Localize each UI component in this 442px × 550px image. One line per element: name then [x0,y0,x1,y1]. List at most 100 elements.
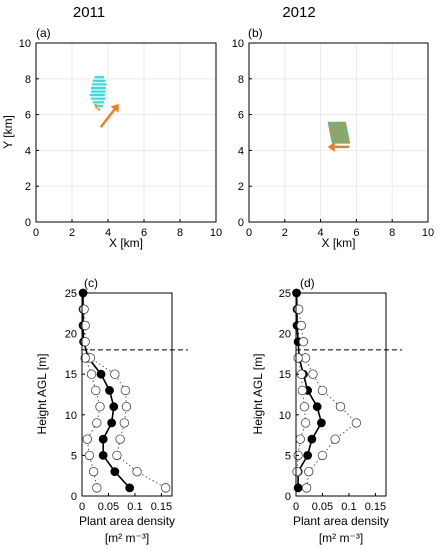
y-tick-label: 8 [25,74,31,86]
open-marker [95,401,105,412]
cluster-cell [99,97,103,100]
open-marker [317,385,328,396]
cluster-cell [337,136,340,139]
cluster-cell [335,125,338,128]
cluster-cell [330,127,333,130]
cluster-cell [343,136,346,139]
cluster-cell [103,79,106,82]
axes-frame [248,42,429,223]
x-tick-label: 0.15 [151,501,172,513]
cluster-cell [344,127,348,130]
cluster-cell [101,79,104,82]
cluster-cell [99,104,102,107]
axes-frame [35,42,217,223]
cluster-cell [100,83,103,86]
cluster [327,121,351,144]
cluster-cell [346,141,349,144]
cluster-cell [333,130,336,133]
cluster-cell [331,141,334,144]
open-marker [80,320,90,331]
axes-frame [295,292,387,497]
filled-marker [98,434,108,444]
y-tick-label: 0 [238,217,244,229]
cluster-cell [95,94,98,97]
cluster-cell [337,134,340,137]
cluster-cell [98,97,101,100]
cluster-cell [94,101,97,104]
cluster-cell [340,141,343,144]
cluster-cell [346,136,349,139]
filled-marker [96,369,106,379]
cluster-cell [328,123,331,126]
y-tick-label: 4 [25,145,31,157]
x-tick-label: 8 [389,227,395,239]
cluster-cell [333,121,336,124]
series-dotted-open-upper [293,304,362,493]
cluster-cell [333,132,336,135]
cluster-cell [101,86,104,90]
cluster-cell [339,134,342,137]
cluster-cell [92,79,95,82]
cluster-cell [101,76,104,79]
filled-marker [109,402,119,412]
cluster-cell [327,121,330,124]
cluster-cell [94,97,97,100]
drift-arrow-shaft [99,108,116,128]
cluster-cell [342,121,345,124]
open-marker [298,337,309,347]
open-marker [295,434,305,444]
cluster-cell [347,141,351,144]
cluster-cell [338,130,341,133]
cluster-cell [334,139,338,142]
open-marker [297,385,308,396]
y-tick-label: 15 [279,369,291,381]
filled-marker [110,467,120,477]
cluster-cell [341,125,344,128]
x-tick-label: 10 [210,227,222,239]
open-marker [84,450,95,461]
cluster-cell [330,137,334,141]
y-axis-label: Height AGL [m] [251,354,265,435]
cluster-cell [338,121,341,124]
cluster-cell [98,79,101,82]
cluster-cell [333,139,336,142]
plot-area [36,43,216,222]
open-marker [301,483,312,493]
cluster-cell [335,134,338,137]
cluster-cell [338,137,341,141]
x-axis-label: X [km] [321,236,355,250]
x-tick-label: 0 [79,501,85,513]
cluster-cell [342,141,345,144]
cluster-cell [343,121,347,124]
cluster-cell [343,128,346,132]
cluster-cell [344,123,347,126]
panel-label: (c) [84,276,98,290]
open-marker [317,450,328,461]
cluster-cell [92,101,95,104]
cluster-cell [97,83,100,86]
cluster-cell [337,127,340,130]
cluster-cell [332,128,335,132]
x-tick-label: 4 [105,227,111,239]
cluster-cell [339,125,342,128]
cluster-cell [90,94,93,97]
cluster-cell [344,134,347,137]
cluster-cell [343,130,347,133]
cluster-cell [333,125,337,128]
cluster-cell [99,90,103,93]
filled-marker [105,386,114,395]
y-tick-label: 5 [71,450,77,462]
y-axis-label: Height AGL [m] [35,354,49,435]
cluster-cell [96,90,99,93]
open-marker [120,385,131,396]
cluster-cell [331,123,334,126]
cluster-cell [97,104,100,107]
cluster-cell [338,128,341,132]
open-marker [110,369,120,379]
cluster-cell [332,127,335,130]
x-axis-label: X [km] [109,236,143,250]
cluster-cell [335,123,338,126]
y-tick-label: 0 [285,491,291,503]
panel-label: (b) [248,26,263,40]
filled-marker [317,418,326,428]
